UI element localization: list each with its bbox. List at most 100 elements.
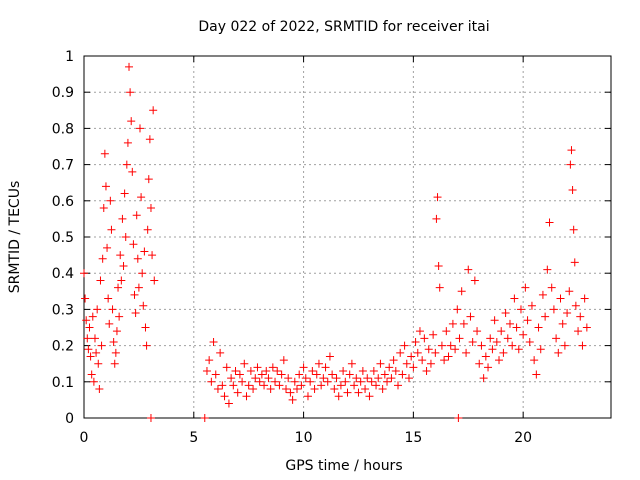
data-point [512,323,521,332]
data-point [92,348,101,357]
data-point [97,341,106,350]
data-point [108,305,117,314]
data-point [238,377,247,386]
data-point [409,363,418,372]
data-point [554,348,563,357]
data-point [330,385,339,394]
data-point [288,395,297,404]
data-point [374,374,383,383]
data-point [141,323,150,332]
data-point [146,204,155,213]
data-point [389,356,398,365]
data-point [400,341,409,350]
data-point [323,377,332,386]
data-point [521,283,530,292]
data-point [129,240,138,249]
data-point [545,218,554,227]
data-point [211,370,220,379]
data-point [109,337,118,346]
data-point [365,392,374,401]
data-point [538,290,547,299]
data-point [341,377,350,386]
data-point [95,385,104,394]
data-point [264,374,273,383]
y-tick-label: 0.6 [52,194,74,210]
data-point [314,359,323,368]
data-point [149,106,158,115]
data-point [112,327,121,336]
data-point [220,392,229,401]
data-point [532,370,541,379]
data-point [235,370,244,379]
data-point [321,363,330,372]
data-point [468,337,477,346]
data-point [444,352,453,361]
data-point [121,233,130,241]
data-point [413,348,422,357]
data-point [120,189,129,198]
data-point [137,193,146,202]
data-point [138,269,147,278]
chart-title: Day 022 of 2022, SRMTID for receiver ita… [198,19,489,35]
data-point [477,341,486,350]
data-point [356,377,365,386]
data-point [433,193,442,202]
data-point [292,385,301,394]
data-point [134,283,143,292]
data-point [464,265,473,274]
data-point [508,341,517,350]
data-point [429,330,438,339]
data-point [569,225,578,234]
data-point [376,359,385,368]
data-point [257,370,266,379]
data-point [133,254,142,263]
data-point [453,305,462,314]
data-point [566,160,575,169]
data-point [391,366,400,375]
data-point [101,182,110,191]
data-point [565,287,574,296]
data-point [229,381,238,390]
y-tick-label: 0.2 [52,339,74,355]
data-point [525,337,534,346]
data-point [446,341,455,350]
data-point [580,294,589,303]
data-point [317,381,326,390]
data-point [271,377,280,386]
data-point [253,363,262,372]
x-tick-label: 20 [514,430,532,446]
data-point [434,261,443,270]
data-point [543,265,552,274]
data-point [135,124,144,133]
data-point [303,392,312,401]
data-point [148,251,157,260]
data-point [576,312,585,321]
data-point [99,204,108,213]
data-point [328,370,337,379]
data-point [424,345,433,354]
data-point [420,334,429,343]
data-point [81,294,90,303]
data-point [462,348,471,357]
data-markers [80,62,591,422]
data-point [103,243,112,252]
data-point [552,334,561,343]
data-point [111,348,120,357]
data-point [312,370,321,379]
data-point [275,381,284,390]
data-point [80,269,88,278]
data-point [89,377,98,386]
grid [83,55,611,419]
data-point [547,283,556,292]
x-tick-label: 15 [404,430,422,446]
data-point [422,366,431,375]
data-point [396,348,405,357]
data-point [442,327,451,336]
data-point [568,185,577,194]
data-point [93,305,102,314]
data-point [339,366,348,375]
data-point [107,225,116,234]
data-point [563,309,572,318]
data-point [122,160,131,169]
data-point [492,337,501,346]
